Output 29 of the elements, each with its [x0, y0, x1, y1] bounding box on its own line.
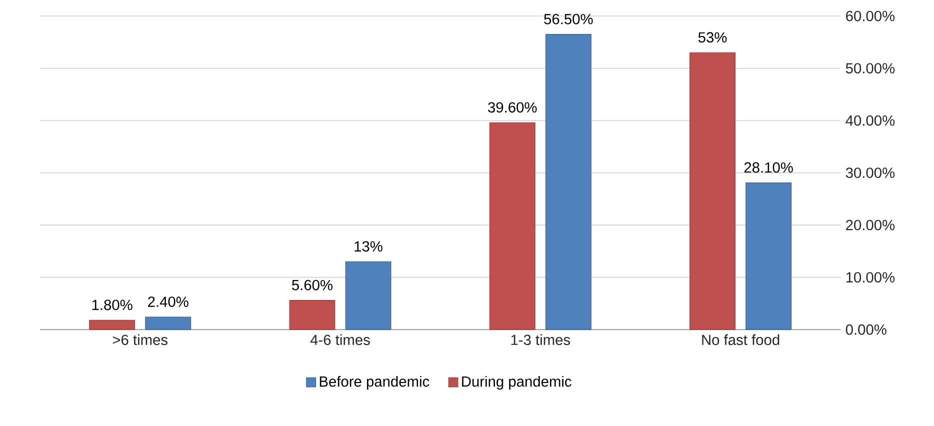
bar — [345, 262, 392, 330]
y-tick-label: 40.00% — [846, 116, 895, 126]
data-label: 39.60% — [488, 102, 537, 113]
x-tick-label: 1-3 times — [511, 334, 570, 346]
bar — [489, 122, 536, 330]
bar — [690, 52, 736, 330]
y-tick-label: 50.00% — [846, 63, 895, 74]
x-tick-label: No fast food — [702, 334, 780, 346]
data-label: 2.40% — [148, 296, 188, 308]
y-tick-label: 0.00% — [846, 324, 886, 335]
bar — [89, 320, 136, 330]
bar — [746, 182, 792, 330]
bar — [289, 300, 336, 330]
y-tick-label: 30.00% — [846, 168, 895, 178]
legend-label: Before pandemic — [320, 376, 430, 390]
data-label: 1.80% — [92, 300, 132, 310]
data-label: 53% — [698, 32, 727, 43]
y-tick-label: 10.00% — [846, 272, 895, 283]
data-label: 56.50% — [544, 14, 593, 24]
data-label: 5.60% — [292, 280, 332, 290]
x-tick-label: 4-6 times — [310, 334, 370, 346]
data-label: 13% — [354, 241, 382, 252]
bar — [145, 316, 192, 330]
data-label: 28.10% — [744, 162, 793, 173]
bar — [545, 34, 592, 330]
x-tick-label: >6 times — [112, 334, 168, 346]
y-tick-label: 20.00% — [846, 220, 895, 230]
legend-label: During pandemic — [462, 376, 572, 390]
y-tick-label: 60.00% — [846, 11, 895, 22]
